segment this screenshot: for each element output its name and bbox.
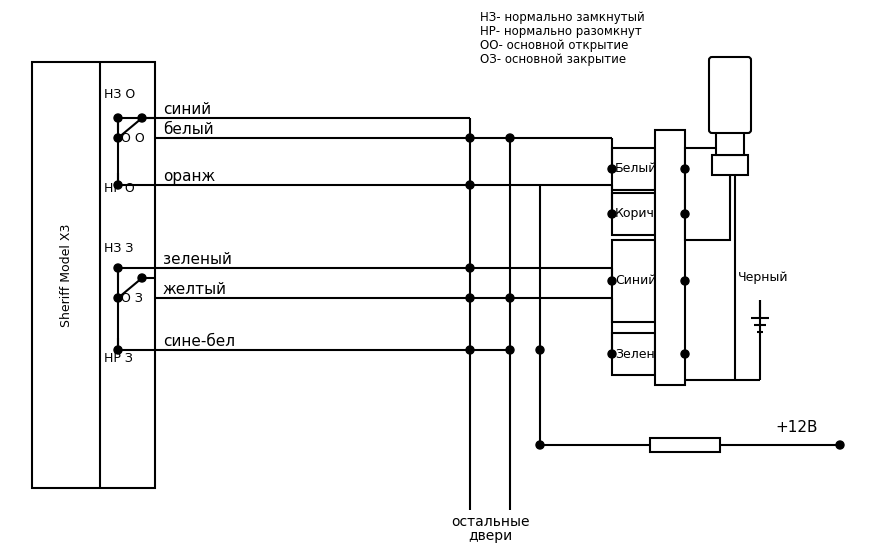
Text: О О: О О xyxy=(121,132,145,145)
FancyBboxPatch shape xyxy=(709,57,751,133)
Text: ОО- основной открытие: ОО- основной открытие xyxy=(480,40,629,52)
Text: ОЗ- основной закрытие: ОЗ- основной закрытие xyxy=(480,54,626,66)
Text: +12В: +12В xyxy=(775,420,818,435)
Circle shape xyxy=(536,346,544,354)
Text: Зеленый: Зеленый xyxy=(615,348,673,360)
Text: НЗ О: НЗ О xyxy=(104,89,135,102)
Bar xyxy=(612,333,655,375)
Text: белый: белый xyxy=(163,123,214,137)
Text: желтый: желтый xyxy=(163,282,227,297)
Circle shape xyxy=(681,165,689,173)
Circle shape xyxy=(114,134,122,142)
Circle shape xyxy=(466,264,474,272)
Circle shape xyxy=(466,181,474,189)
Bar xyxy=(612,148,655,190)
Circle shape xyxy=(608,165,616,173)
Circle shape xyxy=(466,346,474,354)
Text: двери: двери xyxy=(468,529,512,543)
Circle shape xyxy=(506,346,514,354)
Circle shape xyxy=(506,134,514,142)
Text: НР З: НР З xyxy=(104,352,133,364)
Text: О З: О З xyxy=(121,291,143,305)
Circle shape xyxy=(836,441,844,449)
Text: сине-бел: сине-бел xyxy=(163,334,235,349)
Circle shape xyxy=(114,181,122,189)
Circle shape xyxy=(138,114,146,122)
Circle shape xyxy=(608,277,616,285)
Circle shape xyxy=(466,134,474,142)
Text: Коричневый: Коричневый xyxy=(615,208,697,220)
Bar xyxy=(685,148,730,240)
Bar xyxy=(712,155,748,175)
Bar xyxy=(650,438,720,452)
Text: синий: синий xyxy=(163,103,211,118)
Circle shape xyxy=(138,274,146,282)
Text: Sheriff Model X3: Sheriff Model X3 xyxy=(59,223,72,326)
Circle shape xyxy=(114,114,122,122)
Circle shape xyxy=(506,294,514,302)
Bar xyxy=(655,130,685,385)
Circle shape xyxy=(536,441,544,449)
Text: зеленый: зеленый xyxy=(163,253,232,267)
Text: Синий: Синий xyxy=(615,275,657,287)
Circle shape xyxy=(466,294,474,302)
Text: НЗ- нормально замкнутый: НЗ- нормально замкнутый xyxy=(480,12,644,25)
Circle shape xyxy=(114,346,122,354)
Text: Белый: Белый xyxy=(615,162,658,176)
Bar xyxy=(32,62,155,488)
Circle shape xyxy=(608,350,616,358)
Text: НР О: НР О xyxy=(104,181,134,195)
Circle shape xyxy=(681,277,689,285)
Circle shape xyxy=(608,210,616,218)
Circle shape xyxy=(114,294,122,302)
Text: оранж: оранж xyxy=(163,170,215,185)
Circle shape xyxy=(681,210,689,218)
Circle shape xyxy=(681,350,689,358)
Text: Черный: Черный xyxy=(738,272,789,285)
Text: НЗ З: НЗ З xyxy=(104,242,133,254)
Circle shape xyxy=(114,264,122,272)
Text: остальные: остальные xyxy=(451,515,530,529)
Bar xyxy=(716,130,744,155)
Bar xyxy=(612,193,655,235)
Bar xyxy=(612,240,655,322)
Text: НР- нормально разомкнут: НР- нормально разомкнут xyxy=(480,26,642,39)
